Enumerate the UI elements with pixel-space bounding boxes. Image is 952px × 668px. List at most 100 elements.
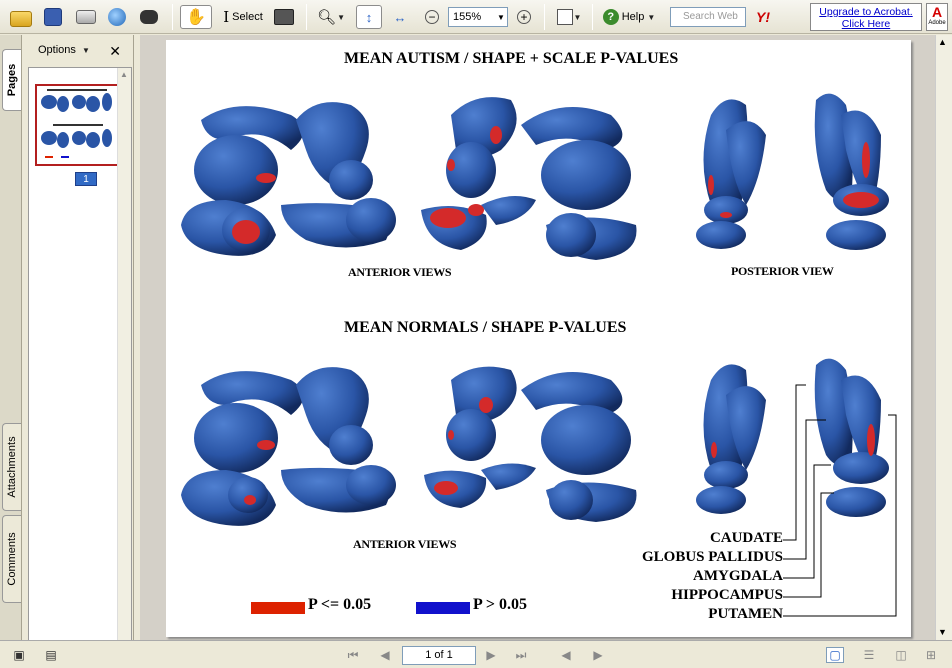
chevron-down-icon[interactable]: ▼: [497, 12, 505, 22]
camera-icon: [274, 9, 294, 25]
options-menu-button[interactable]: Options ▼: [38, 44, 90, 56]
pages-panel-header: Options ▼ ✕: [22, 35, 133, 65]
zoom-out-button[interactable]: −: [420, 5, 444, 29]
select-tool-label: Select: [232, 11, 263, 23]
hand-icon: ✋: [186, 9, 206, 26]
legend-swatch-nonsignificant: [416, 602, 470, 614]
continuous-facing-layout-button[interactable]: ⊞: [922, 647, 940, 663]
previous-page-button[interactable]: ◀: [376, 647, 394, 663]
chevron-down-icon: ▼: [573, 12, 582, 22]
layout-window-icon[interactable]: ▤: [45, 648, 57, 662]
email-button[interactable]: [108, 5, 126, 29]
continuous-layout-button[interactable]: ☰: [860, 647, 878, 663]
toolbar-separator: [592, 4, 593, 30]
zoom-in-tool-button[interactable]: 🔍︎ ▼: [314, 5, 348, 29]
fit-width-button[interactable]: ↔: [388, 5, 412, 29]
search-web-input[interactable]: Search Web: [670, 7, 746, 27]
thumbnail-scrollbar[interactable]: ▲ ▼: [117, 68, 131, 660]
layout-single-icon[interactable]: ▣: [13, 648, 25, 662]
pages-icon: [556, 9, 573, 25]
zoom-level-input[interactable]: 155% ▼: [448, 7, 508, 27]
zoom-in-button[interactable]: +: [512, 5, 536, 29]
yahoo-search-button[interactable]: Y!: [750, 5, 776, 29]
panel-splitter[interactable]: [134, 35, 140, 640]
adobe-label: Adobe: [928, 20, 946, 26]
next-page-icon: ▶: [486, 648, 496, 662]
page-number-badge[interactable]: 1: [75, 172, 97, 186]
figure-title-normals: MEAN NORMALS / SHAPE P-VALUES: [344, 319, 627, 336]
facing-layout-button[interactable]: ◫: [892, 647, 910, 663]
hand-tool-button[interactable]: ✋: [180, 5, 212, 29]
globe-email-icon: [108, 8, 126, 26]
figure-title-autism: MEAN AUTISM / SHAPE + SCALE P-VALUES: [344, 50, 679, 67]
document-vertical-scrollbar[interactable]: ▲ ▼: [935, 35, 952, 640]
fit-width-icon: ↔: [393, 9, 407, 25]
adobe-logo: A Adobe: [926, 3, 948, 31]
snapshot-button[interactable]: [274, 5, 294, 29]
rotate-view-button[interactable]: ▼: [552, 5, 586, 29]
page-thumbnails: 1 ▲ ▼: [28, 67, 132, 661]
last-page-button[interactable]: ⏭: [512, 647, 530, 663]
label-amygdala: AMYGDALA: [693, 568, 783, 584]
magnifier-icon: 🔍︎: [317, 9, 337, 26]
chevron-down-icon: ▼: [647, 12, 656, 22]
next-page-button[interactable]: ▶: [482, 647, 500, 663]
continuous-facing-icon: ⊞: [925, 648, 937, 662]
first-page-button[interactable]: ⏮: [344, 647, 362, 663]
navigation-tab-strip: Pages Attachments Comments: [0, 35, 22, 640]
label-anterior-views-top: ANTERIOR VIEWS: [348, 265, 452, 279]
tab-attachments[interactable]: Attachments: [2, 423, 21, 511]
previous-view-button[interactable]: ◀: [557, 647, 575, 663]
next-view-button[interactable]: ▶: [589, 647, 607, 663]
page-number-input[interactable]: 1 of 1: [402, 646, 476, 665]
save-button[interactable]: [44, 5, 62, 29]
previous-page-icon: ◀: [380, 648, 390, 662]
minus-circle-icon: −: [425, 10, 439, 24]
yahoo-logo: Y!: [756, 9, 770, 25]
toolbar-separator: [306, 4, 307, 30]
select-tool-button[interactable]: Ⅰ Select: [216, 5, 270, 29]
first-page-icon: ⏮: [347, 647, 359, 662]
label-globus-pallidus: GLOBUS PALLIDUS: [641, 549, 783, 565]
pages-panel: Options ▼ ✕: [22, 35, 134, 661]
scroll-up-icon[interactable]: ▲: [938, 37, 947, 47]
label-posterior-view: POSTERIOR VIEW: [731, 264, 834, 278]
legend-label-significant: P <= 0.05: [308, 596, 372, 613]
main-toolbar: ✋ Ⅰ Select 🔍︎ ▼ ↕ ↔ − 155% ▼ +: [0, 0, 952, 34]
plus-circle-icon: +: [517, 10, 531, 24]
zoom-level-value: 155%: [453, 11, 482, 23]
pdf-page: MEAN AUTISM / SHAPE + SCALE P-VALUES ANT…: [166, 40, 911, 637]
page-thumbnail[interactable]: [35, 84, 119, 166]
print-button[interactable]: [76, 5, 96, 29]
scroll-down-icon[interactable]: ▼: [938, 627, 947, 637]
adobe-a-icon: A: [931, 4, 943, 20]
document-viewport: MEAN AUTISM / SHAPE + SCALE P-VALUES ANT…: [140, 35, 935, 640]
find-button[interactable]: [140, 5, 158, 29]
close-icon[interactable]: ✕: [109, 43, 121, 59]
structure-leader-lines: [783, 384, 897, 617]
normals-anterior-views: [181, 358, 889, 526]
upgrade-line-2: Click Here: [841, 18, 891, 30]
help-label: Help: [621, 11, 645, 23]
status-bar: ▣ ▤ ⏮ ◀ 1 of 1 ▶ ⏭ ◀ ▶ ▢ ☰ ◫ ⊞: [0, 640, 952, 668]
toolbar-separator: [172, 4, 173, 30]
forward-arrow-circle-icon: ▶: [593, 648, 603, 662]
upgrade-line-1: Upgrade to Acrobat.: [819, 6, 913, 18]
label-anterior-views-bottom: ANTERIOR VIEWS: [353, 537, 457, 551]
open-button[interactable]: [10, 5, 32, 29]
tab-pages[interactable]: Pages: [2, 49, 21, 111]
fit-page-button[interactable]: ↕: [356, 5, 382, 29]
tab-comments[interactable]: Comments: [2, 515, 21, 603]
chevron-down-icon: ▼: [81, 46, 90, 55]
autism-significant-regions: [232, 126, 879, 244]
tab-comments-label: Comments: [6, 532, 18, 586]
help-button[interactable]: ? Help ▼: [600, 5, 658, 29]
scroll-up-icon[interactable]: ▲: [120, 70, 128, 79]
toolbar-separator: [544, 4, 545, 30]
single-page-layout-button[interactable]: ▢: [826, 647, 844, 663]
label-putamen: PUTAMEN: [708, 606, 783, 622]
upgrade-acrobat-link[interactable]: Upgrade to Acrobat. Click Here: [810, 3, 922, 31]
folder-open-icon: [10, 11, 32, 27]
chevron-down-icon: ▼: [337, 12, 345, 22]
